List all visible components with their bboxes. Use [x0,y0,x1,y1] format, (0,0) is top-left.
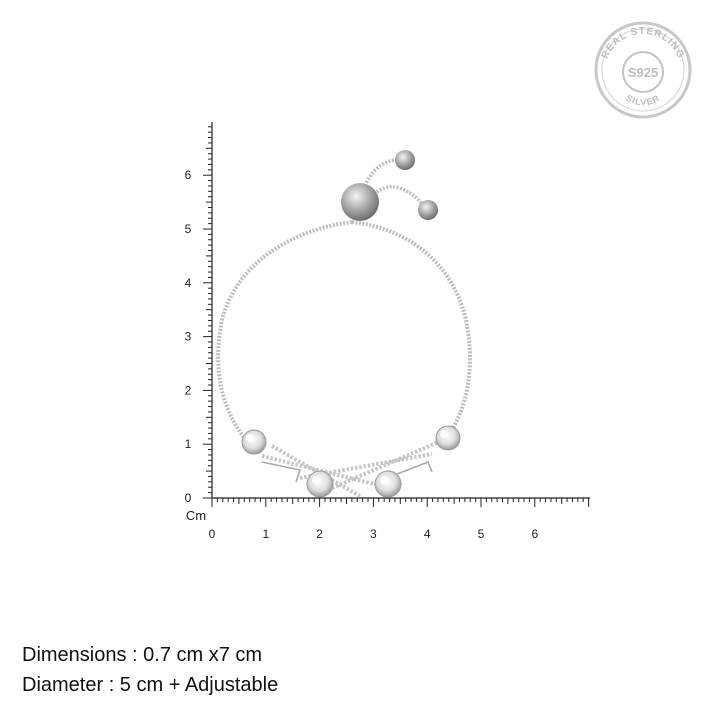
ruler-x-label: 4 [424,527,431,541]
ruler-y-label: 3 [185,330,192,344]
ruler-x-label: 1 [262,527,269,541]
measurement-ruler: 0 1 2 3 4 5 6 0 1 2 3 4 5 6 Cm [185,122,590,541]
ruler-y-label: 1 [185,437,192,451]
ruler-y-label: 4 [185,276,192,290]
seal-center-text: S925 [628,65,658,80]
bracelet-picture [216,150,472,498]
ruler-y-label: 2 [185,383,192,397]
ruler-x-label: 6 [531,527,538,541]
dimensions-caption: Dimensions : 0.7 cm x7 cm [22,644,263,666]
ruler-x-label: 0 [209,527,216,541]
seal-bottom-text: SILVER [624,93,662,108]
ruler-x-label: 3 [370,527,377,541]
ruler-x-label: 5 [478,527,485,541]
sterling-silver-seal: REAL STERLING S925 SILVER [594,21,692,119]
diameter-caption: Diameter : 5 cm + Adjustable [22,674,279,696]
ruler-y-label: 5 [185,222,192,236]
ruler-unit-label: Cm [186,508,206,523]
seal-top-text: REAL STERLING [600,26,687,61]
ruler-x-label: 2 [316,527,323,541]
ruler-y-label: 6 [185,168,192,182]
ruler-y-label: 0 [185,491,192,505]
